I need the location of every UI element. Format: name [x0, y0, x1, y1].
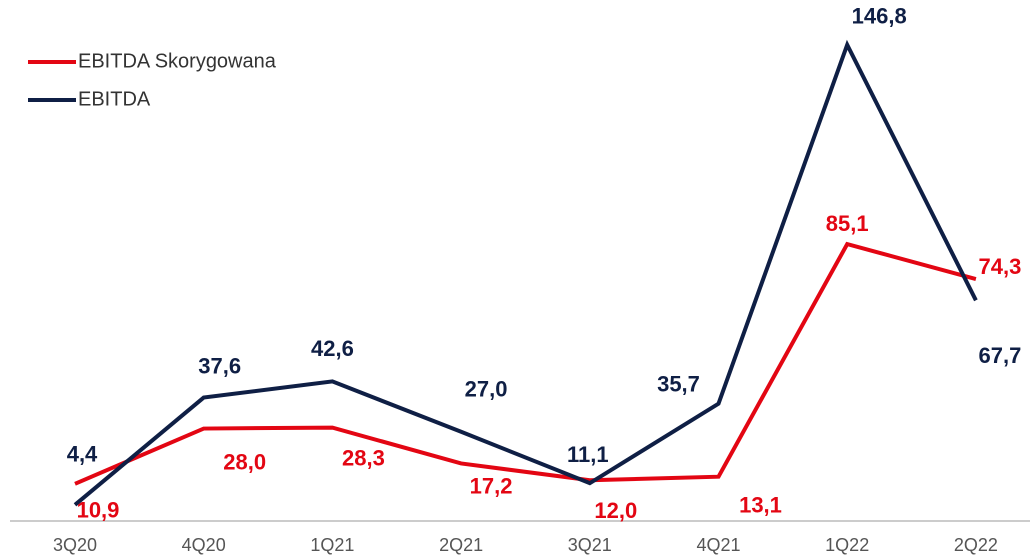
- value-label: 11,1: [567, 442, 609, 467]
- value-label: 13,1: [739, 492, 782, 517]
- x-tick-label: 2Q21: [439, 535, 483, 555]
- legend-label: EBITDA Skorygowana: [78, 50, 277, 72]
- line: [73, 39, 978, 507]
- x-tick-label: 1Q21: [310, 535, 354, 555]
- x-tick-label: 2Q22: [954, 535, 998, 555]
- x-tick-label: 3Q20: [53, 535, 97, 555]
- value-label: 27,0: [465, 377, 508, 402]
- x-tick-label: 4Q21: [696, 535, 740, 555]
- value-label: 4,4: [67, 442, 98, 467]
- legend-label: EBITDA: [78, 88, 151, 110]
- value-label: 35,7: [657, 372, 700, 397]
- value-label: 146,8: [852, 4, 907, 29]
- value-label: 67,7: [978, 343, 1021, 368]
- x-tick-label: 3Q21: [568, 535, 612, 555]
- x-tick-label: 4Q20: [182, 535, 226, 555]
- value-label: 42,6: [311, 336, 354, 361]
- x-tick-label: 1Q22: [825, 535, 869, 555]
- value-label: 28,0: [223, 449, 266, 474]
- line: [74, 241, 977, 486]
- value-label: 28,3: [342, 445, 385, 470]
- value-label: 74,3: [978, 254, 1021, 279]
- value-label: 17,2: [470, 473, 513, 498]
- value-label: 12,0: [594, 498, 637, 523]
- value-label: 85,1: [826, 211, 869, 236]
- value-label: 10,9: [77, 498, 120, 523]
- value-label: 37,6: [198, 353, 241, 378]
